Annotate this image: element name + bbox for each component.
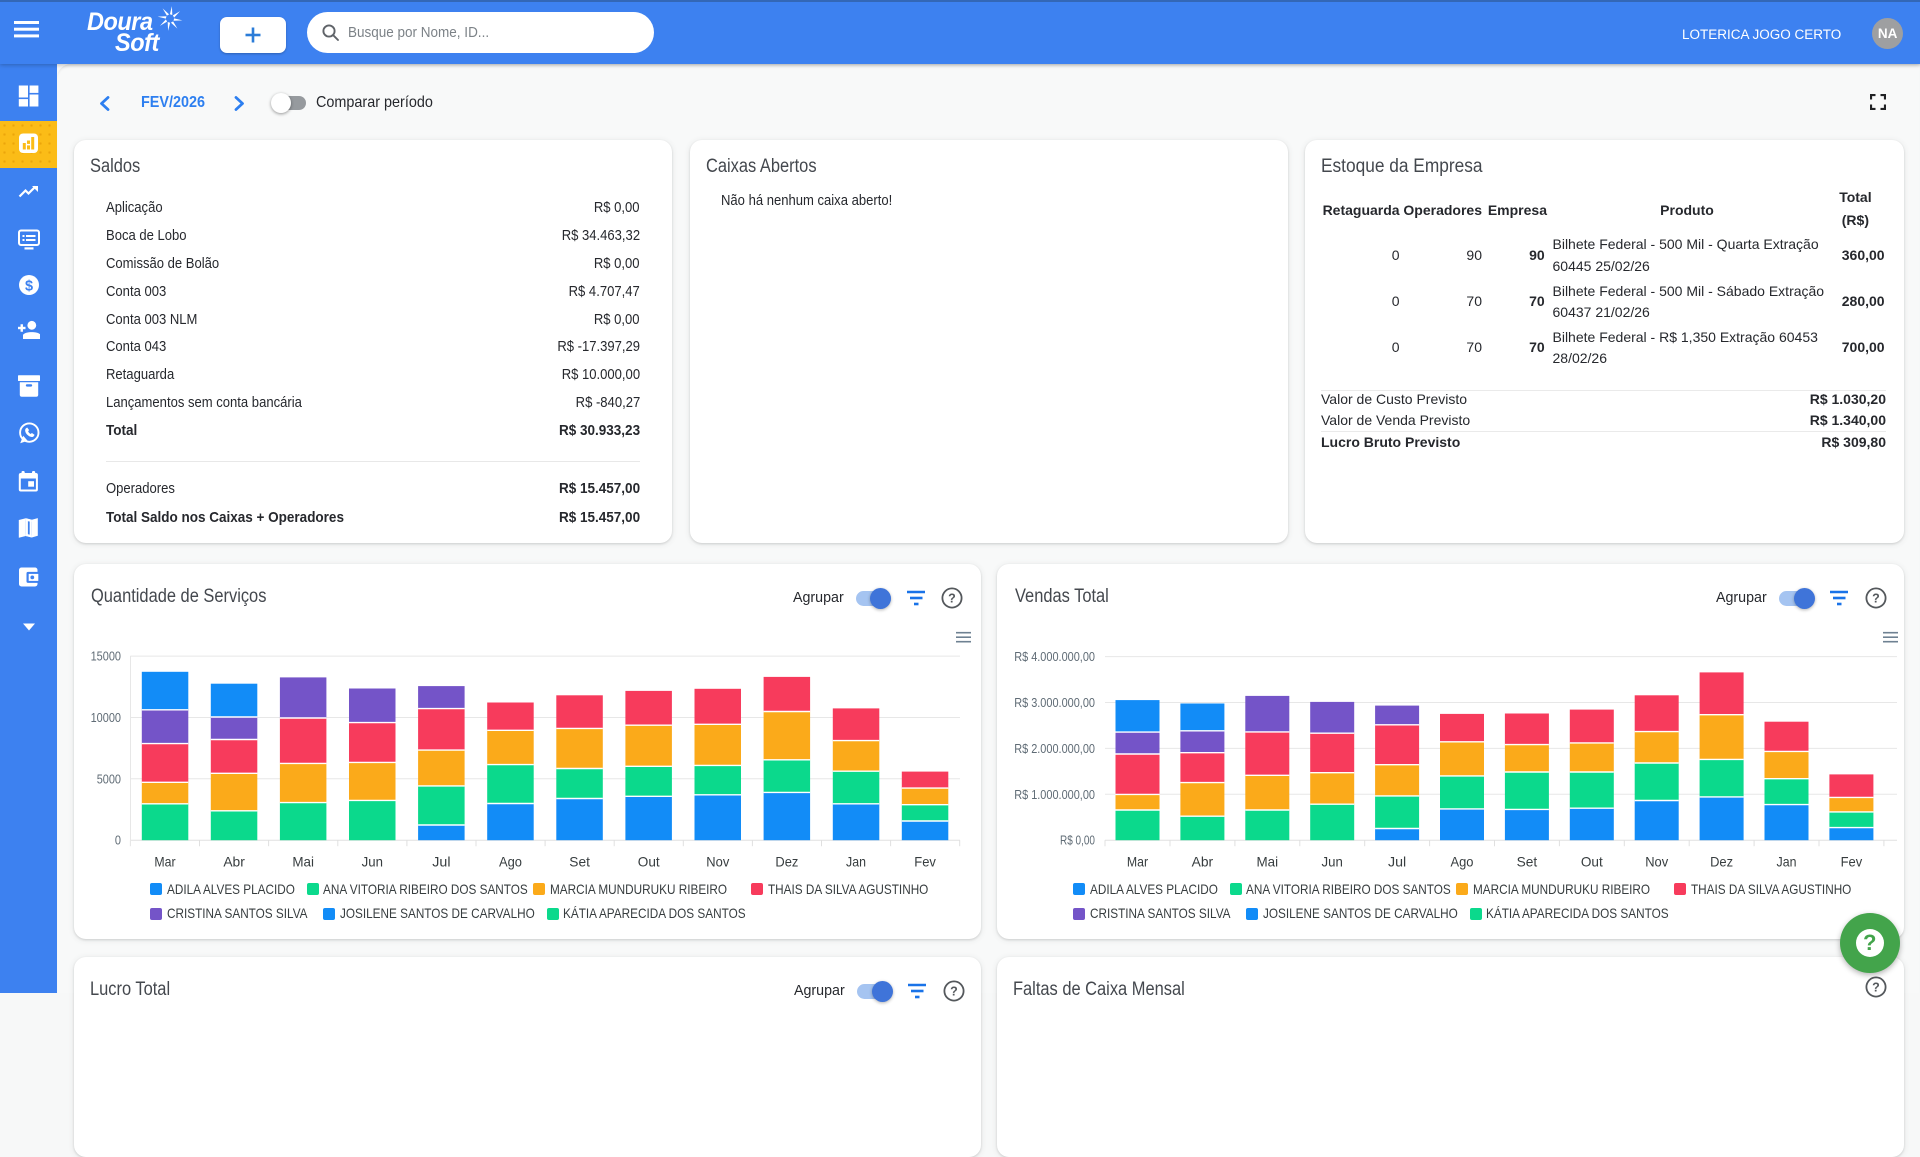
svg-text:10000: 10000 (91, 710, 121, 725)
svg-text:Mai: Mai (1257, 853, 1279, 869)
svg-text:0: 0 (115, 832, 121, 847)
svg-text:Dez: Dez (775, 853, 798, 869)
svg-text:Fev: Fev (914, 853, 936, 869)
svg-text:Jun: Jun (1322, 853, 1343, 869)
svg-text:Jul: Jul (1388, 853, 1406, 869)
svg-text:R$ 1.000.000,00: R$ 1.000.000,00 (1014, 787, 1095, 802)
svg-text:Jun: Jun (362, 853, 383, 869)
svg-text:Ago: Ago (499, 853, 522, 869)
svg-text:R$ 0,00: R$ 0,00 (1060, 832, 1095, 847)
svg-text:?: ? (948, 592, 956, 606)
svg-text:?: ? (1872, 592, 1880, 606)
svg-text:R$ 4.000.000,00: R$ 4.000.000,00 (1014, 649, 1095, 664)
svg-text:5000: 5000 (97, 771, 121, 786)
svg-text:Out: Out (638, 853, 660, 869)
svg-text:Mar: Mar (1127, 853, 1148, 869)
svg-text:R$ 2.000.000,00: R$ 2.000.000,00 (1014, 741, 1095, 756)
svg-text:?: ? (950, 985, 958, 999)
svg-text:Set: Set (569, 853, 590, 869)
svg-text:?: ? (1872, 981, 1880, 995)
svg-text:Jan: Jan (846, 853, 866, 869)
svg-text:15000: 15000 (91, 648, 121, 663)
svg-text:Mar: Mar (154, 853, 175, 869)
svg-text:R$ 3.000.000,00: R$ 3.000.000,00 (1014, 695, 1095, 710)
svg-text:$: $ (25, 278, 33, 294)
svg-text:Abr: Abr (223, 853, 245, 869)
svg-text:Ago: Ago (1451, 853, 1474, 869)
svg-text:Dez: Dez (1710, 853, 1733, 869)
svg-text:Nov: Nov (1645, 853, 1668, 869)
svg-text:Set: Set (1517, 853, 1538, 869)
svg-text:Nov: Nov (706, 853, 729, 869)
svg-text:Jul: Jul (432, 853, 450, 869)
svg-text:Jan: Jan (1777, 853, 1797, 869)
svg-text:Fev: Fev (1841, 853, 1863, 869)
svg-text:Out: Out (1581, 853, 1603, 869)
svg-text:Mai: Mai (292, 853, 314, 869)
svg-text:Abr: Abr (1192, 853, 1214, 869)
